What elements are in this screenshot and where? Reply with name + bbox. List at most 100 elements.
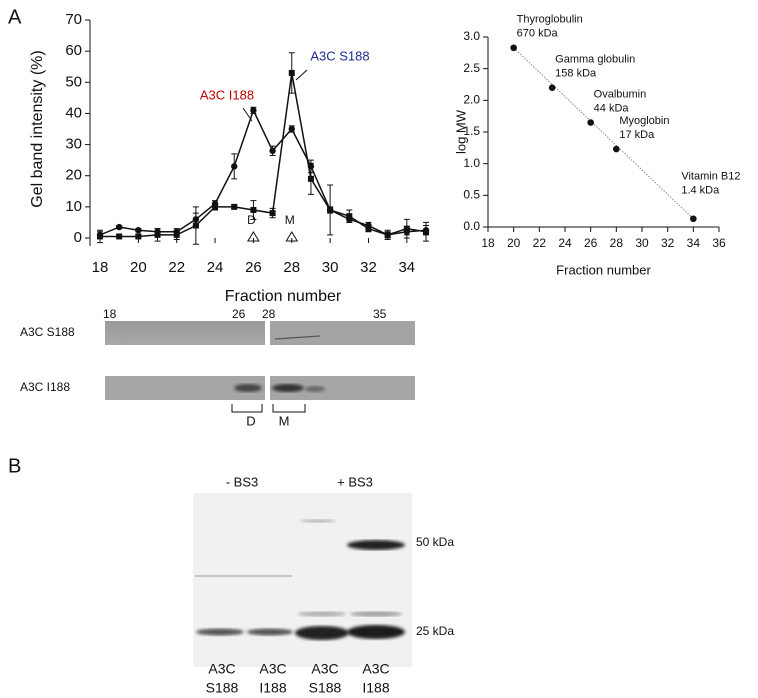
y-tick-label: 0.5 [463, 188, 480, 202]
data-point [403, 225, 410, 232]
y-tick-label: 30 [65, 136, 82, 153]
x-axis-label: Fraction number [225, 288, 342, 305]
gel-band [196, 628, 244, 636]
data-point [250, 107, 257, 114]
x-tick-label: 28 [283, 259, 300, 276]
data-point [250, 206, 257, 213]
gel-strip [270, 321, 415, 345]
data-point [135, 233, 142, 240]
gel-a [105, 321, 415, 413]
fraction-label: 28 [262, 307, 276, 321]
panel-label: A [8, 6, 22, 28]
y-tick-label: 40 [65, 104, 82, 121]
y-axis-label: Gel band intensity (%) [29, 50, 46, 207]
point-label: 1.4 kDa [681, 185, 720, 197]
x-tick-label: 26 [245, 259, 262, 276]
x-tick-label: 32 [360, 259, 377, 276]
gel-b [193, 493, 412, 667]
x-tick-label: 32 [661, 236, 675, 250]
data-point [288, 69, 295, 76]
x-tick-label: 26 [584, 236, 598, 250]
series-line [100, 72, 427, 238]
condition-label: - BS3 [226, 474, 259, 489]
lane-label: S188 [206, 680, 239, 696]
condition-label: + BS3 [337, 474, 373, 489]
x-tick-label: 20 [507, 236, 521, 250]
data-point [173, 231, 180, 238]
y-tick-label: 2.0 [463, 93, 480, 107]
marker-label: M [285, 213, 295, 227]
gel-band [305, 386, 325, 392]
data-point [346, 213, 353, 220]
point-label: 670 kDa [517, 28, 559, 40]
x-tick-label: 22 [168, 259, 185, 276]
point-label: 17 kDa [619, 129, 655, 141]
gel-band [347, 625, 405, 639]
y-tick-label: 0 [74, 229, 82, 246]
x-tick-label: 20 [130, 259, 147, 276]
x-tick-label: 34 [398, 259, 415, 276]
lane-label: S188 [309, 680, 342, 696]
gel-band [347, 540, 405, 550]
data-point [510, 44, 517, 52]
fraction-label: 26 [232, 307, 246, 321]
y-tick-label: 10 [65, 198, 82, 215]
data-point [384, 231, 391, 238]
data-point [587, 119, 594, 126]
marker-label: D [247, 213, 256, 227]
y-tick-label: 60 [65, 42, 82, 59]
data-point [154, 231, 161, 238]
gel-strip [105, 321, 265, 345]
data-point [135, 227, 142, 234]
x-tick-label: 30 [322, 259, 339, 276]
gel-band [295, 626, 349, 640]
fit-line [513, 47, 694, 220]
y-axis-label: log MW [453, 109, 468, 154]
point-label: Myoglobin [619, 115, 669, 127]
data-point [288, 125, 295, 133]
lane-label: I188 [259, 680, 286, 696]
lane-label: I188 [362, 680, 389, 696]
point-label: Ovalbumin [594, 88, 647, 100]
gel [193, 493, 412, 667]
data-point [269, 147, 276, 154]
data-point [231, 203, 238, 210]
point-label: 158 kDa [555, 68, 597, 80]
y-tick-label: 2.5 [463, 61, 480, 75]
data-point [613, 145, 620, 153]
point-label: Gamma globulin [555, 54, 635, 66]
x-tick-label: 22 [533, 236, 547, 250]
annotation-arrow [295, 69, 308, 81]
y-tick-label: 1.5 [463, 124, 480, 138]
point-label: Thyroglobulin [517, 14, 583, 26]
data-point [423, 228, 429, 235]
y-tick-label: 1.0 [463, 156, 480, 170]
marker-triangle [247, 231, 260, 242]
x-tick-label: 24 [207, 259, 224, 276]
annotation: A3C S188 [310, 48, 369, 63]
data-point [115, 223, 123, 231]
gel-band [234, 384, 262, 392]
gel-band [300, 519, 336, 523]
y-tick-label: 0.0 [463, 219, 480, 233]
bracket-label: M [279, 413, 290, 428]
data-point [307, 175, 314, 182]
lane-label: A3C [311, 661, 338, 677]
x-tick-label: 34 [687, 236, 701, 250]
mw-marker: 25 kDa [416, 624, 454, 638]
series-line [99, 108, 427, 236]
mw-marker: 50 kDa [416, 535, 454, 549]
y-tick-label: 50 [65, 73, 82, 90]
data-point [192, 222, 199, 229]
bracket-label: D [246, 413, 255, 428]
y-tick-label: 3.0 [463, 29, 480, 43]
row-label: A3C I188 [20, 380, 70, 394]
x-tick-label: 28 [610, 236, 624, 250]
data-point [690, 215, 697, 223]
data-point [116, 233, 123, 240]
gel-band [274, 335, 321, 340]
gel-band [298, 611, 346, 617]
x-tick-label: 30 [635, 236, 649, 250]
